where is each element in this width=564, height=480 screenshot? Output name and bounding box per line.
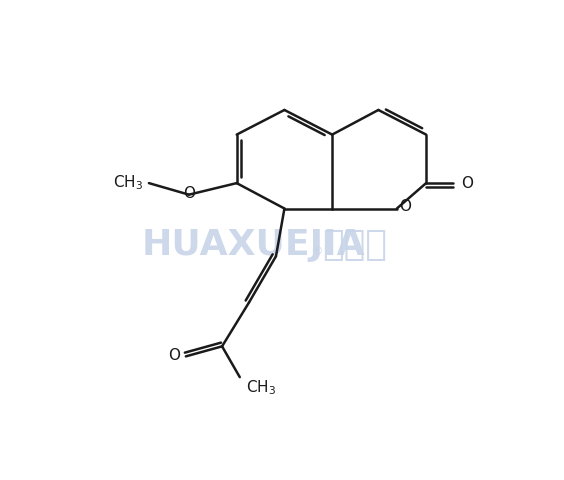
Text: CH$_3$: CH$_3$ — [113, 173, 143, 192]
Text: 化学加: 化学加 — [322, 228, 387, 262]
Text: O: O — [168, 348, 180, 363]
Text: O: O — [461, 176, 473, 191]
Text: CH$_3$: CH$_3$ — [246, 379, 276, 397]
Text: O: O — [183, 186, 195, 202]
Text: HUAXUEJIA: HUAXUEJIA — [141, 228, 365, 262]
Text: ®: ® — [311, 245, 323, 258]
Text: O: O — [399, 200, 411, 215]
